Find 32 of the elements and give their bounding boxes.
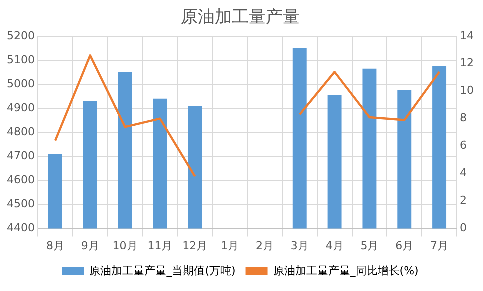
x-tick-label: 3月 <box>290 239 309 252</box>
y-tick-label: 4900 <box>6 101 35 114</box>
x-tick-label: 4月 <box>326 239 344 252</box>
y2-tick-label: 6 <box>460 139 468 152</box>
x-tick-label: 11月 <box>148 239 173 252</box>
y2-tick-label: 14 <box>460 29 474 42</box>
chart-title: 原油加工量产量 <box>181 8 300 28</box>
y2-tick-label: 2 <box>460 194 468 208</box>
y2-tick-label: 12 <box>460 56 474 70</box>
x-tick-label: 5月 <box>360 239 379 252</box>
x-tick-label: 1月 <box>221 239 240 252</box>
y-tick-label: 5100 <box>6 53 35 66</box>
y-tick-label: 4400 <box>6 222 35 235</box>
y-tick-label: 4600 <box>6 174 35 187</box>
y2-tick-label: 10 <box>460 84 474 98</box>
x-tick-label: 7月 <box>430 239 449 252</box>
y2-tick-label: 0 <box>460 222 468 235</box>
y-tick-label: 4500 <box>6 198 35 211</box>
y-tick-label: 4800 <box>6 125 35 138</box>
y2-tick-label: 8 <box>460 112 468 125</box>
legend-label: 原油加工量产量_同比增长(%) <box>273 264 419 278</box>
legend-label: 原油加工量产量_当期值(万吨) <box>90 264 236 278</box>
x-tick-label: 6月 <box>396 239 414 252</box>
y-tick-label: 5000 <box>6 77 35 90</box>
x-tick-label: 2月 <box>256 239 274 252</box>
x-tick-label: 12月 <box>182 239 208 252</box>
y-tick-label: 4700 <box>6 150 35 163</box>
y-tick-label: 5200 <box>6 29 35 42</box>
x-tick-label: 9月 <box>81 239 100 252</box>
x-tick-label: 10月 <box>112 239 138 252</box>
x-tick-label: 8月 <box>46 239 64 252</box>
y2-tick-label: 4 <box>460 166 468 180</box>
